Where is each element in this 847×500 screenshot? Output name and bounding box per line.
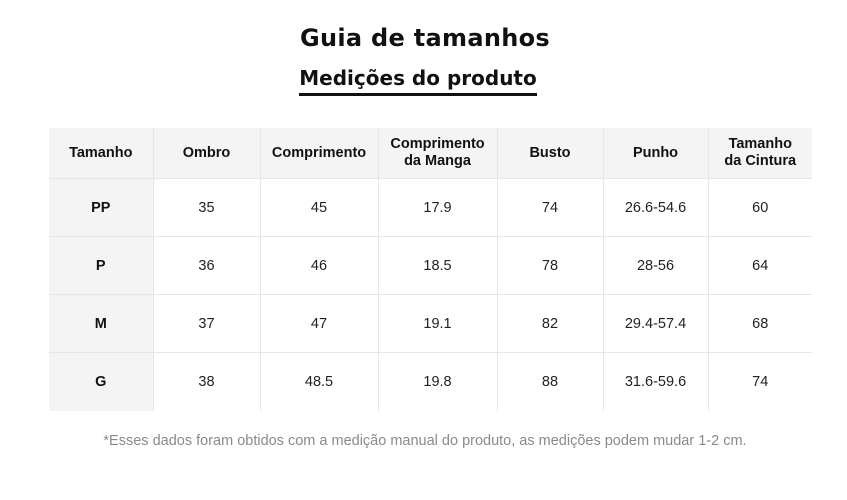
table-cell: 78 bbox=[496, 236, 604, 295]
header-label: Comprimento bbox=[271, 144, 367, 161]
table-cell: 74 bbox=[707, 352, 812, 411]
table-cell: 60 bbox=[707, 178, 812, 237]
subtitle-container: Medições do produto bbox=[0, 66, 836, 96]
size-label-cell: M bbox=[49, 294, 154, 353]
header-label-line1: Comprimento bbox=[390, 136, 485, 152]
header-label-line2: da Manga bbox=[404, 153, 471, 169]
table-cell: 38 bbox=[152, 352, 261, 411]
header-cell-comprimento-manga: Comprimento da Manga bbox=[377, 128, 498, 179]
header-cell-punho: Punho bbox=[602, 128, 709, 179]
table-cell: 18.5 bbox=[377, 236, 498, 295]
table-cell: 74 bbox=[496, 178, 604, 237]
table-cell: 17.9 bbox=[377, 178, 498, 237]
table-row: G 38 48.5 19.8 88 31.6-59.6 74 bbox=[49, 352, 812, 411]
table-cell: 45 bbox=[259, 178, 379, 237]
table-row: M 37 47 19.1 82 29.4-57.4 68 bbox=[49, 294, 812, 353]
table-cell: 35 bbox=[152, 178, 261, 237]
table-cell: 68 bbox=[707, 294, 812, 353]
header-cell-tamanho: Tamanho bbox=[49, 128, 154, 179]
header-label: Punho bbox=[632, 144, 679, 161]
page-subtitle: Medições do produto bbox=[299, 66, 537, 96]
header-label: Ombro bbox=[182, 144, 231, 161]
size-label-cell: P bbox=[49, 236, 154, 295]
header-cell-comprimento: Comprimento bbox=[259, 128, 379, 179]
table-cell: 31.6-59.6 bbox=[602, 352, 709, 411]
table-cell: 47 bbox=[259, 294, 379, 353]
table-cell: 19.1 bbox=[377, 294, 498, 353]
header-cell-tamanho-cintura: Tamanho da Cintura bbox=[707, 128, 812, 179]
header-cell-ombro: Ombro bbox=[152, 128, 261, 179]
header-cell-busto: Busto bbox=[496, 128, 604, 179]
table-cell: 46 bbox=[259, 236, 379, 295]
table-cell: 37 bbox=[152, 294, 261, 353]
measurement-note: *Esses dados foram obtidos com a medição… bbox=[103, 433, 747, 449]
table-cell: 28-56 bbox=[602, 236, 709, 295]
table-header-row: Tamanho Ombro Comprimento Comprimento da… bbox=[49, 128, 812, 179]
size-label-cell: G bbox=[49, 352, 154, 411]
table-row: PP 35 45 17.9 74 26.6-54.6 60 bbox=[49, 178, 812, 237]
table-cell: 48.5 bbox=[259, 352, 379, 411]
table-cell: 88 bbox=[496, 352, 604, 411]
table-row: P 36 46 18.5 78 28-56 64 bbox=[49, 236, 812, 295]
table-cell: 19.8 bbox=[377, 352, 498, 411]
table-cell: 64 bbox=[707, 236, 812, 295]
header-label: Tamanho bbox=[69, 144, 133, 161]
header-label: Busto bbox=[529, 144, 571, 161]
header-label-line2: da Cintura bbox=[724, 153, 797, 169]
size-label-cell: PP bbox=[49, 178, 154, 237]
header-label-line1: Tamanho bbox=[728, 136, 792, 152]
table-cell: 26.6-54.6 bbox=[602, 178, 709, 237]
page-title: Guia de tamanhos bbox=[300, 24, 550, 52]
size-table: Tamanho Ombro Comprimento Comprimento da… bbox=[49, 128, 812, 411]
table-cell: 82 bbox=[496, 294, 604, 353]
table-cell: 29.4-57.4 bbox=[602, 294, 709, 353]
table-cell: 36 bbox=[152, 236, 261, 295]
